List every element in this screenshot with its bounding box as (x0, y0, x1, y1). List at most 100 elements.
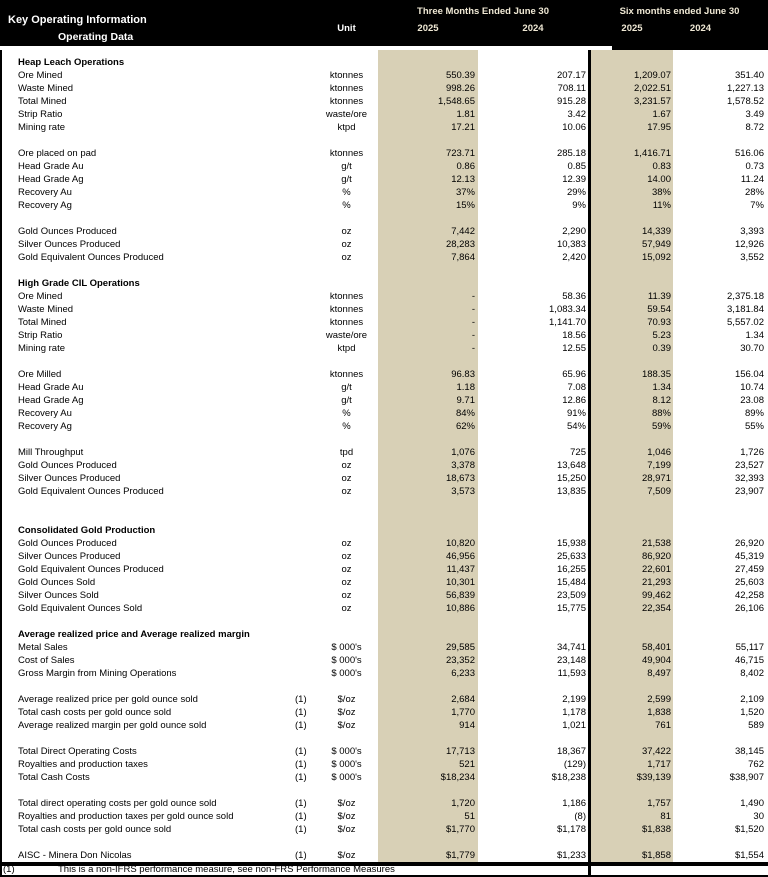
value-cell: 1.18 (456, 382, 476, 393)
value-cell: 30 (753, 811, 764, 822)
value-cell: 0.83 (652, 161, 672, 172)
unit-cell: $ 000's (331, 772, 362, 783)
value-cell: 12.86 (562, 395, 586, 406)
value-cell: $1,233 (556, 850, 586, 861)
value-cell: 516.06 (734, 148, 764, 159)
value-cell: 3,552 (740, 252, 764, 263)
row-label: Royalties and production taxes (18, 759, 148, 770)
row-label: Ore Mined (18, 70, 63, 81)
row-label: Gross Margin from Mining Operations (18, 668, 177, 679)
table-row: Gold Ounces Sold oz 10,301 15,484 21,293 25,6… (0, 576, 768, 589)
value-cell (378, 524, 478, 537)
table-row: Metal Sales $ 000's 29,585 34,741 58,401 55,1… (0, 641, 768, 654)
footnote-marker (295, 316, 315, 329)
subtitle-underline (0, 46, 612, 50)
footnote-marker (295, 225, 315, 238)
value-cell: 761 (655, 720, 671, 731)
table-row: Average realized margin per gold ounce s… (0, 719, 768, 732)
row-label: Heap Leach Operations (18, 57, 125, 68)
row-label: Total cash costs per gold ounce sold (18, 707, 172, 718)
unit-cell: oz (341, 473, 352, 484)
table-row: Mining rate ktpd 17.21 10.06 17.95 8.72 (0, 121, 768, 134)
value-cell: $1,554 (734, 850, 764, 861)
footnote-marker: (1) (295, 772, 307, 783)
value-cell: 46,715 (734, 655, 764, 666)
footnote-marker: (1) (295, 707, 307, 718)
value-cell: 17,713 (445, 746, 475, 757)
footnote-marker (295, 290, 315, 303)
unit-cell: oz (341, 577, 352, 588)
table-row: Waste Mined ktonnes 998.26 708.11 2,022.51 1,… (0, 82, 768, 95)
bottom-rule (0, 875, 768, 877)
table-row: Total Mined ktonnes - 1,141.70 70.93 5,557.02 (0, 316, 768, 329)
row-label: Cost of Sales (18, 655, 75, 666)
value-cell: 5.23 (652, 330, 672, 341)
table-row: Ore Mined ktonnes - 58.36 11.39 2,375.18 (0, 290, 768, 303)
value-cell (478, 56, 588, 69)
table-row: Silver Ounces Produced oz 18,673 15,250 28,9… (0, 472, 768, 485)
unit-cell: ktonnes (329, 291, 364, 302)
row-label: Ore Milled (18, 369, 62, 380)
value-cell: 26,106 (734, 603, 764, 614)
value-cell: 915.28 (556, 96, 586, 107)
value-cell: 1,838 (647, 707, 671, 718)
value-cell: 17.95 (647, 122, 671, 133)
value-cell: 2,420 (562, 252, 586, 263)
section-header-row: Heap Leach Operations (0, 56, 768, 69)
value-cell: 23.08 (740, 395, 764, 406)
footnote-marker: (1) (295, 694, 307, 705)
value-cell: 30.70 (740, 343, 764, 354)
value-cell: 1,720 (451, 798, 475, 809)
spacer-row (0, 680, 768, 693)
table-row: Recovery Au% 84% 91% 88% 89% (0, 407, 768, 420)
value-cell: 8,402 (740, 668, 764, 679)
row-label: Silver Ounces Produced (18, 239, 121, 250)
unit-cell: $/oz (337, 798, 356, 809)
footnote-marker (295, 160, 315, 173)
unit-cell: ktonnes (329, 70, 364, 81)
unit-cell: $/oz (337, 720, 356, 731)
value-cell: $1,770 (445, 824, 475, 835)
value-cell: 3.49 (745, 109, 765, 120)
value-cell: 2,109 (740, 694, 764, 705)
unit-cell: $/oz (337, 824, 356, 835)
value-cell: $39,139 (636, 772, 671, 783)
footnote-marker (295, 420, 315, 433)
value-cell: 708.11 (557, 83, 586, 94)
table-row: Gold Equivalent Ounces Produced oz 7,864 2,… (0, 251, 768, 264)
value-cell: 156.04 (734, 369, 764, 380)
table-row: Head Grade Ag g/t 9.71 12.86 8.12 23.08 (0, 394, 768, 407)
table-row: Total Cash Costs (1) $ 000's $18,234 $18,238… (0, 771, 768, 784)
table-row: Gross Margin from Mining Operations $ 000… (0, 667, 768, 680)
value-cell: $1,838 (641, 824, 671, 835)
table-row: Gold Ounces Produced oz 3,378 13,648 7,199 23… (0, 459, 768, 472)
value-cell: 723.71 (445, 148, 475, 159)
value-cell: 23,148 (556, 655, 586, 666)
unit-cell: ktonnes (329, 369, 364, 380)
value-cell: 3,573 (451, 486, 475, 497)
value-cell: 1.67 (652, 109, 672, 120)
value-cell: $18,234 (440, 772, 475, 783)
value-cell: 88% (651, 408, 671, 419)
table-row: Royalties and production taxes per gold … (0, 810, 768, 823)
value-cell: 10,820 (445, 538, 475, 549)
footnote-marker (295, 524, 315, 537)
unit-cell: $ 000's (331, 642, 362, 653)
value-cell: 26,920 (734, 538, 764, 549)
table-row: Head Grade Au g/t 1.18 7.08 1.34 10.74 (0, 381, 768, 394)
column-group-three-months: Three Months Ended June 30 (417, 6, 549, 17)
row-label: Gold Equivalent Ounces Sold (18, 603, 143, 614)
row-label: Average realized margin per gold ounce s… (18, 720, 207, 731)
footnote-marker (295, 329, 315, 342)
footnote-marker (295, 446, 315, 459)
value-cell: - (471, 304, 475, 315)
value-cell: 8.72 (745, 122, 765, 133)
value-cell: 2,290 (562, 226, 586, 237)
value-cell: 1,757 (647, 798, 671, 809)
value-cell: 38% (651, 187, 671, 198)
row-label: Head Grade Au (18, 161, 84, 172)
value-cell: 89% (744, 408, 764, 419)
value-cell: 2,199 (562, 694, 586, 705)
footnote-top-rule (0, 862, 768, 866)
value-cell: 0.85 (567, 161, 587, 172)
